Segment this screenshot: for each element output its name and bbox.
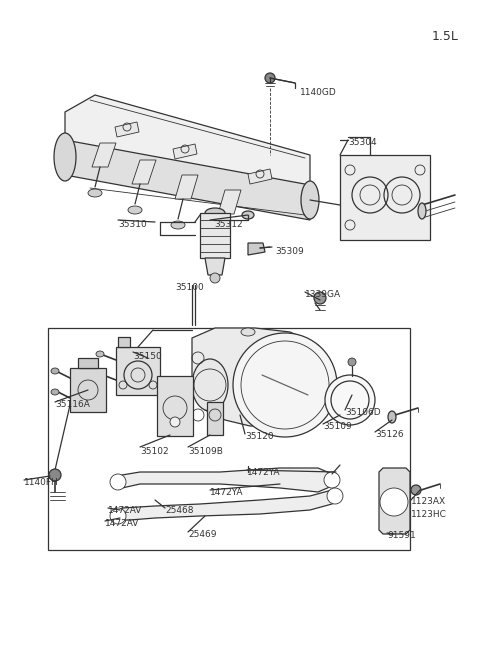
Polygon shape [192, 328, 330, 426]
Ellipse shape [51, 368, 59, 374]
Ellipse shape [96, 351, 104, 357]
Circle shape [411, 485, 421, 495]
Polygon shape [118, 337, 130, 347]
Circle shape [210, 273, 220, 283]
Text: 1140FH: 1140FH [24, 478, 59, 487]
Polygon shape [118, 468, 332, 492]
Text: 1123HC: 1123HC [411, 510, 447, 519]
Ellipse shape [192, 359, 228, 411]
Text: 35106D: 35106D [345, 408, 381, 417]
Circle shape [314, 292, 326, 304]
Circle shape [324, 472, 340, 488]
Circle shape [233, 333, 337, 437]
Ellipse shape [301, 181, 319, 219]
Polygon shape [248, 169, 272, 184]
Circle shape [49, 469, 61, 481]
Ellipse shape [388, 411, 396, 423]
Polygon shape [115, 122, 139, 137]
Polygon shape [65, 140, 310, 220]
Text: 35109: 35109 [323, 422, 352, 431]
Polygon shape [78, 358, 98, 368]
Ellipse shape [205, 208, 225, 218]
Polygon shape [175, 175, 198, 199]
Text: 1123AX: 1123AX [411, 497, 446, 506]
Ellipse shape [96, 372, 104, 378]
Ellipse shape [128, 206, 142, 214]
Polygon shape [340, 155, 430, 240]
Ellipse shape [51, 389, 59, 395]
Text: 1339GA: 1339GA [305, 290, 341, 299]
Polygon shape [248, 243, 265, 255]
Ellipse shape [242, 211, 254, 219]
Bar [48, 328, 410, 550]
Text: 35100: 35100 [175, 283, 204, 292]
Text: 35150: 35150 [133, 352, 162, 361]
Text: 25469: 25469 [188, 530, 216, 539]
Text: 1.5L: 1.5L [432, 30, 459, 43]
Text: 35310: 35310 [118, 220, 147, 229]
Polygon shape [200, 213, 230, 258]
Text: 1472AV: 1472AV [108, 506, 143, 515]
Polygon shape [157, 376, 193, 436]
Ellipse shape [54, 133, 76, 181]
Text: 25468: 25468 [165, 506, 193, 515]
Ellipse shape [88, 189, 102, 197]
Circle shape [327, 488, 343, 504]
Polygon shape [118, 490, 340, 520]
Circle shape [348, 358, 356, 366]
Text: 1472YA: 1472YA [210, 488, 243, 497]
Polygon shape [173, 144, 197, 159]
Ellipse shape [214, 236, 228, 244]
Ellipse shape [171, 221, 185, 229]
Text: 35312: 35312 [214, 220, 242, 229]
Text: 91591: 91591 [387, 531, 416, 540]
Circle shape [110, 508, 126, 524]
Text: 35309: 35309 [275, 247, 304, 256]
Circle shape [265, 73, 275, 83]
Polygon shape [70, 368, 106, 412]
Text: 35126: 35126 [375, 430, 404, 439]
Ellipse shape [418, 203, 426, 219]
Text: 35304: 35304 [348, 138, 377, 147]
Circle shape [170, 417, 180, 427]
Polygon shape [207, 402, 223, 435]
Polygon shape [132, 160, 156, 184]
Polygon shape [92, 143, 116, 167]
Text: 35116A: 35116A [55, 400, 90, 409]
Text: 1140GD: 1140GD [300, 88, 337, 97]
Circle shape [110, 474, 126, 490]
Text: 1472YA: 1472YA [247, 468, 280, 477]
Text: 35102: 35102 [140, 447, 168, 456]
Text: 1472AV: 1472AV [105, 519, 139, 528]
Polygon shape [379, 468, 410, 534]
Text: 35109B: 35109B [188, 447, 223, 456]
Text: 35120: 35120 [245, 432, 274, 441]
Circle shape [380, 488, 408, 516]
Polygon shape [116, 347, 160, 395]
Polygon shape [65, 95, 310, 200]
Ellipse shape [325, 375, 375, 425]
Ellipse shape [241, 328, 255, 336]
Polygon shape [218, 190, 241, 214]
Polygon shape [205, 258, 225, 275]
